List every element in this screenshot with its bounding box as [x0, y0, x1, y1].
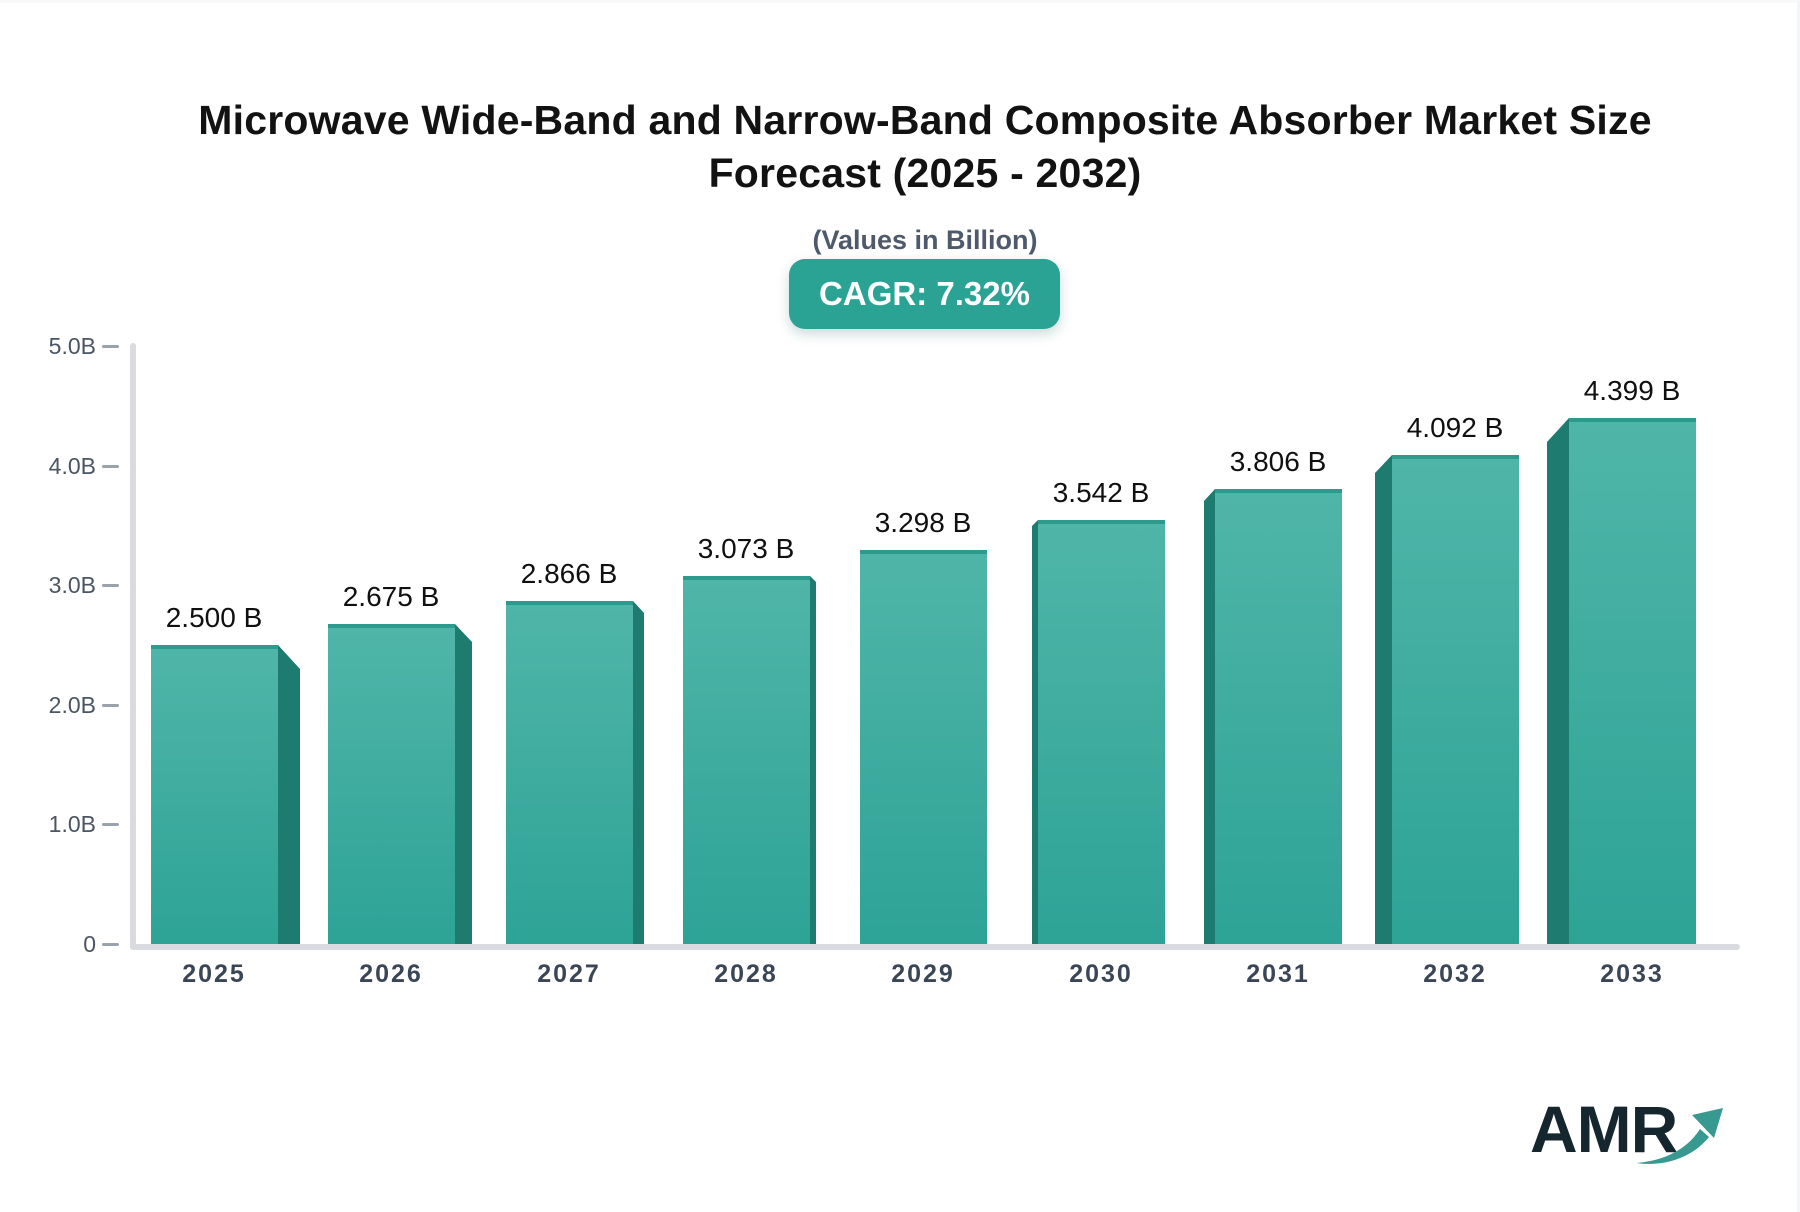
y-axis-tick [102, 704, 119, 707]
chart-subtitle: (Values in Billion) [812, 225, 1038, 255]
y-axis-tick [102, 943, 119, 946]
x-axis-baseline [130, 944, 1740, 950]
x-category-label: 2026 [359, 960, 423, 988]
y-tick-label: 2.0B [48, 692, 96, 718]
bar [151, 645, 278, 944]
bar-side-facet [1547, 418, 1569, 944]
y-axis-tick [102, 465, 119, 468]
chart-title-line1: Microwave Wide-Band and Narrow-Band Comp… [198, 97, 1652, 143]
bar-value-label: 3.298 B [874, 507, 972, 538]
bar [1392, 455, 1519, 944]
y-axis-tick [102, 584, 119, 587]
bar-value-label: 4.092 B [1406, 412, 1504, 443]
bar-side-facet [633, 601, 644, 944]
bar [1038, 520, 1165, 944]
bar-value-label: 3.542 B [1052, 477, 1150, 508]
x-category-label: 2031 [1246, 960, 1310, 988]
y-axis-tick [102, 823, 119, 826]
bar [328, 624, 455, 944]
y-axis-line [130, 343, 136, 950]
y-tick-label: 0 [83, 931, 96, 957]
bar-side-facet [1375, 455, 1392, 944]
bar-value-label: 4.399 B [1583, 375, 1681, 406]
bar-side-facet [1032, 520, 1038, 944]
x-category-label: 2030 [1069, 960, 1133, 988]
x-category-label: 2025 [182, 960, 246, 988]
cagr-badge: CAGR: 7.32% [789, 259, 1060, 329]
bar-side-facet [278, 645, 300, 944]
x-category-label: 2027 [537, 960, 601, 988]
bar-value-label: 2.675 B [342, 581, 440, 612]
y-tick-label: 5.0B [48, 333, 96, 359]
y-axis-tick [102, 345, 119, 348]
bar [506, 601, 633, 944]
bar [1569, 418, 1696, 944]
x-category-label: 2033 [1600, 960, 1664, 988]
chart-title-line2: Forecast (2025 - 2032) [708, 150, 1142, 196]
bar-value-label: 2.500 B [165, 602, 263, 633]
bar-side-facet [455, 624, 472, 944]
trend-up-arrow-icon [1636, 1108, 1723, 1164]
bar-side-facet [1204, 489, 1215, 944]
bar-side-facet [810, 576, 816, 944]
bar [1215, 489, 1342, 944]
bar-value-label: 2.866 B [520, 558, 618, 589]
amr-logo-text: AMR [1530, 1092, 1678, 1166]
x-category-label: 2032 [1423, 960, 1487, 988]
bar [683, 576, 810, 944]
bar-value-label: 3.806 B [1229, 446, 1327, 477]
y-tick-label: 1.0B [48, 811, 96, 837]
amr-logo: AMR [1520, 1083, 1770, 1183]
x-category-label: 2029 [891, 960, 955, 988]
y-tick-label: 4.0B [48, 453, 96, 479]
y-tick-label: 3.0B [48, 572, 96, 598]
x-category-label: 2028 [714, 960, 778, 988]
bar [860, 550, 987, 944]
bar-value-label: 3.073 B [697, 533, 795, 564]
